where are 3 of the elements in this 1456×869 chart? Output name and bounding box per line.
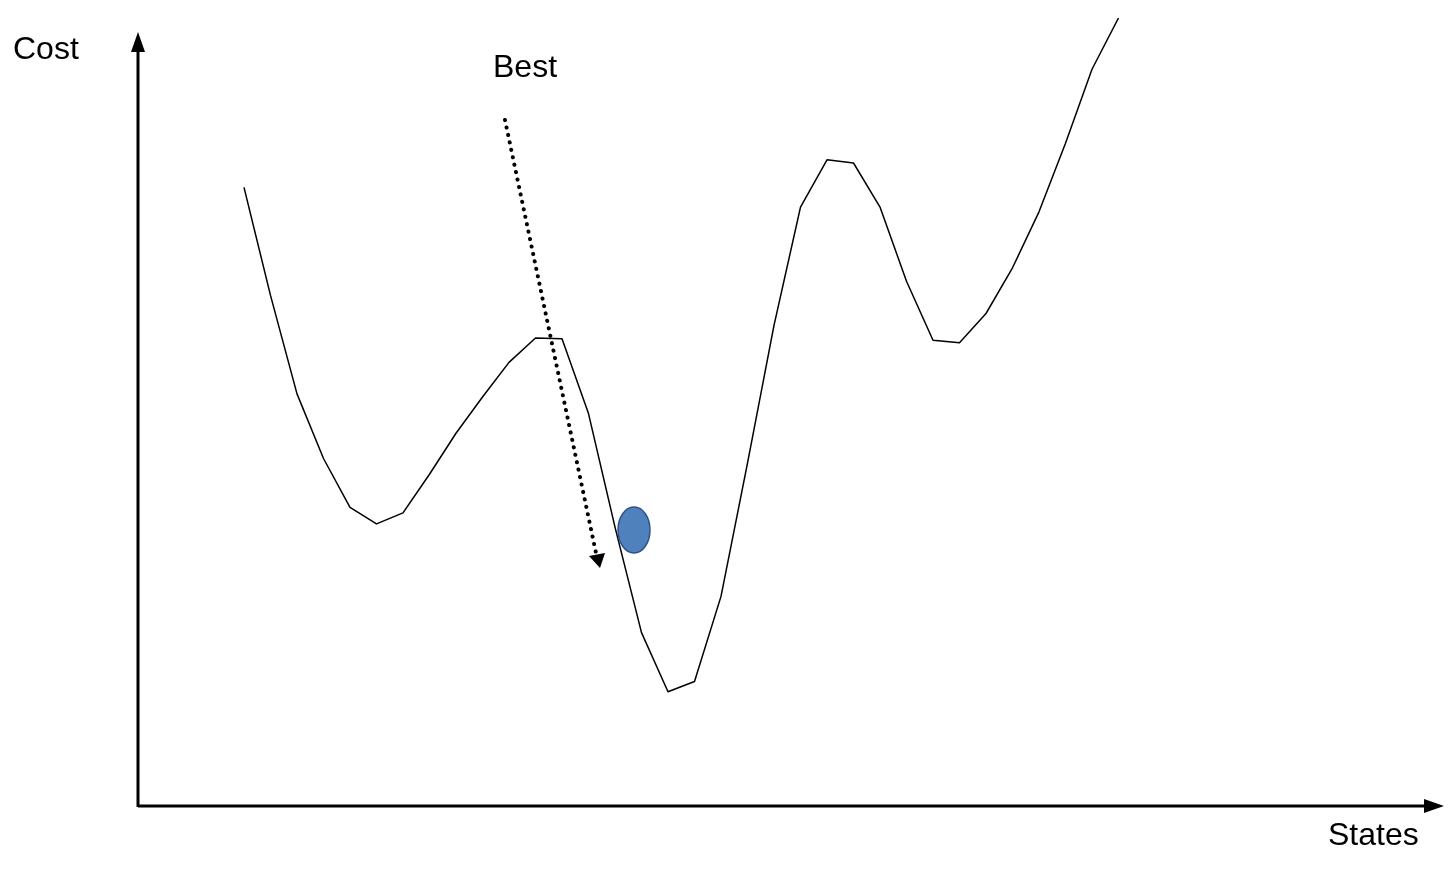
y-axis-title: Cost xyxy=(13,30,79,67)
annotation: Best xyxy=(493,48,558,85)
x-axis-title: States xyxy=(1328,816,1419,853)
